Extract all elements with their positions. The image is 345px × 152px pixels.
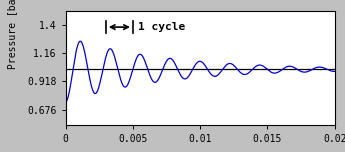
- Y-axis label: Pressure [bar]: Pressure [bar]: [7, 0, 17, 69]
- Text: 1 cycle: 1 cycle: [138, 22, 186, 32]
